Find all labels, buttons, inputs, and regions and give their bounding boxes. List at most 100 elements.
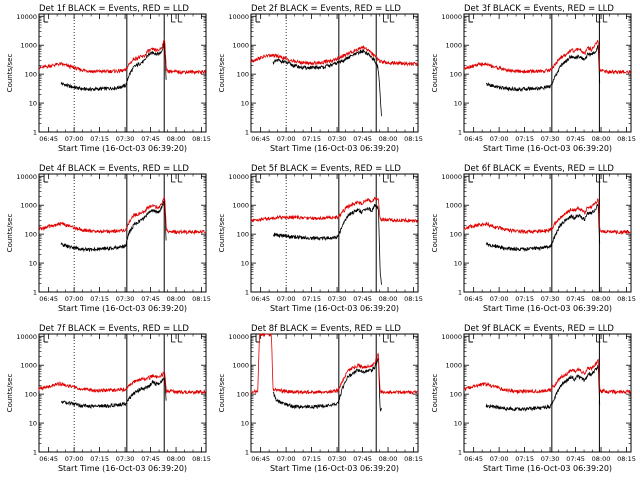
x-tick-label: 07:45	[141, 455, 160, 463]
y-tick-label: 10000	[228, 13, 249, 21]
x-tick-label: 06:45	[251, 135, 270, 143]
x-tick-label: 06:45	[251, 295, 270, 303]
y-tick-label: 10	[29, 100, 37, 108]
x-tick-label: 06:45	[39, 135, 58, 143]
x-tick-label: 07:30	[541, 135, 560, 143]
x-tick-label: 07:15	[302, 135, 321, 143]
events-series-line	[485, 364, 601, 413]
lld-series-line	[38, 39, 206, 76]
plot-frame	[38, 13, 207, 133]
y-tick-label: 1	[33, 289, 37, 297]
x-axis-label: Start Time (16-Oct-03 06:39:20)	[58, 464, 187, 473]
plot-frame	[38, 333, 207, 453]
y-tick-label: 1000	[445, 362, 462, 370]
y-axis-label: Counts/sec	[6, 214, 14, 253]
plot-frame	[250, 173, 419, 293]
x-tick-label: 07:30	[541, 295, 560, 303]
events-series-line	[60, 40, 167, 92]
x-tick-label: 07:15	[302, 455, 321, 463]
lld-series-line	[38, 371, 206, 395]
y-axis-label: Counts/sec	[431, 54, 439, 93]
x-axis-label: Start Time (16-Oct-03 06:39:20)	[58, 144, 187, 153]
y-tick-label: 10	[454, 260, 462, 268]
events-series-line	[60, 377, 167, 410]
x-tick-label: 07:15	[90, 295, 109, 303]
x-tick-label: 07:00	[277, 295, 296, 303]
x-axis-label: Start Time (16-Oct-03 06:39:20)	[483, 464, 612, 473]
plot-frame	[38, 173, 207, 293]
panel-det-7f: Det 7f BLACK = Events, RED = LLD Start T…	[6, 324, 211, 473]
y-tick-label: 1	[458, 449, 462, 457]
panel-title: Det 8f BLACK = Events, RED = LLD	[251, 324, 401, 334]
panel-det-8f: Det 8f BLACK = Events, RED = LLD Start T…	[218, 324, 423, 473]
x-tick-label: 07:00	[277, 455, 296, 463]
plot-frame	[463, 173, 632, 293]
panel-title: Det 9f BLACK = Events, RED = LLD	[464, 324, 614, 334]
y-tick-label: 10000	[228, 333, 249, 341]
y-tick-label: 100	[450, 71, 462, 79]
x-tick-label: 08:15	[192, 295, 211, 303]
x-tick-label: 08:00	[592, 455, 611, 463]
x-tick-label: 08:15	[617, 455, 636, 463]
y-tick-label: 10	[241, 260, 249, 268]
y-tick-label: 1000	[232, 362, 249, 370]
x-tick-label: 08:15	[404, 455, 423, 463]
x-tick-label: 07:00	[490, 455, 509, 463]
x-tick-label: 07:45	[566, 135, 585, 143]
y-tick-label: 10	[454, 420, 462, 428]
x-tick-label: 07:30	[328, 135, 347, 143]
x-tick-label: 07:45	[353, 135, 372, 143]
panel-det-9f: Det 9f BLACK = Events, RED = LLD Start T…	[431, 324, 636, 473]
x-tick-label: 07:30	[328, 455, 347, 463]
y-tick-label: 10000	[441, 333, 462, 341]
panel-det-1f: Det 1f BLACK = Events, RED = LLD Start T…	[6, 4, 211, 153]
y-tick-label: 100	[25, 391, 37, 399]
x-tick-label: 06:45	[251, 455, 270, 463]
x-tick-label: 07:15	[515, 135, 534, 143]
x-tick-label: 08:00	[592, 135, 611, 143]
x-tick-label: 07:15	[90, 455, 109, 463]
plot-frame	[250, 13, 419, 133]
events-series-line	[272, 357, 382, 412]
x-tick-label: 07:00	[490, 295, 509, 303]
lld-series-line	[463, 197, 631, 236]
events-series-line	[60, 200, 167, 253]
y-axis-label: Counts/sec	[6, 54, 14, 93]
y-tick-label: 1	[33, 449, 37, 457]
lld-series-line	[463, 39, 631, 75]
x-tick-label: 07:00	[65, 135, 84, 143]
x-tick-label: 07:30	[328, 295, 347, 303]
y-tick-label: 1000	[445, 42, 462, 50]
y-axis-label: Counts/sec	[6, 374, 14, 413]
x-tick-label: 07:15	[302, 295, 321, 303]
events-series-line	[485, 44, 601, 93]
x-axis-label: Start Time (16-Oct-03 06:39:20)	[483, 304, 612, 313]
x-tick-label: 07:45	[566, 455, 585, 463]
lld-series-line	[38, 196, 206, 236]
x-tick-label: 06:45	[39, 295, 58, 303]
x-tick-label: 07:00	[65, 295, 84, 303]
y-tick-label: 10000	[16, 13, 37, 21]
panel-det-6f: Det 6f BLACK = Events, RED = LLD Start T…	[431, 164, 636, 313]
y-tick-label: 10000	[16, 333, 37, 341]
x-tick-label: 08:15	[192, 135, 211, 143]
x-axis-label: Start Time (16-Oct-03 06:39:20)	[58, 304, 187, 313]
x-tick-label: 07:45	[566, 295, 585, 303]
x-tick-label: 08:00	[379, 135, 398, 143]
y-axis-label: Counts/sec	[431, 214, 439, 253]
x-tick-label: 06:45	[464, 135, 483, 143]
events-series-line	[272, 48, 382, 117]
x-axis-label: Start Time (16-Oct-03 06:39:20)	[270, 464, 399, 473]
x-tick-label: 08:15	[404, 135, 423, 143]
plot-frame	[463, 13, 632, 133]
x-tick-label: 07:45	[353, 295, 372, 303]
lld-series-line	[463, 358, 631, 395]
y-tick-label: 100	[237, 71, 249, 79]
y-tick-label: 1	[245, 129, 249, 137]
y-tick-label: 10	[241, 420, 249, 428]
x-tick-label: 08:15	[404, 295, 423, 303]
y-axis-label: Counts/sec	[431, 374, 439, 413]
y-tick-label: 1000	[232, 42, 249, 50]
y-tick-label: 1	[33, 129, 37, 137]
